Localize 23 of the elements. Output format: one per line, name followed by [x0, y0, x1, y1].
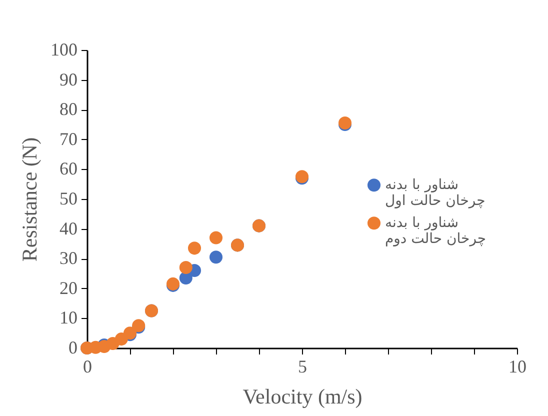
- y-tick-label: 30: [60, 248, 78, 268]
- point: [114, 332, 128, 346]
- y-tick-label: 60: [60, 158, 78, 179]
- y-tick-label: 70: [60, 128, 78, 149]
- x-axis-title: Velocity (m/s): [242, 384, 362, 408]
- y-tick-label: 80: [60, 99, 78, 120]
- point: [188, 242, 202, 255]
- y-tick-label: 10: [60, 308, 78, 328]
- point: [209, 231, 223, 244]
- point: [209, 250, 223, 264]
- point: [179, 261, 192, 274]
- y-axis-title: Resistance (N): [18, 137, 42, 262]
- x-tick-label: 5: [298, 356, 307, 376]
- y-tick-label: 40: [60, 218, 78, 238]
- legend-label: شناور با بدنه چرخان حالت دوم: [385, 215, 486, 248]
- y-tick-label: 20: [60, 278, 78, 298]
- y-tick-label: 50: [60, 188, 78, 208]
- y-tick-label: 100: [50, 40, 78, 60]
- x-tick-label: 10: [508, 356, 526, 376]
- x-tick-label: 0: [83, 356, 92, 376]
- legend-label: شناور با بدنه چرخان حالت اول: [385, 177, 486, 210]
- y-tick-label: 90: [60, 69, 78, 90]
- y-tick-label: 0: [68, 338, 78, 358]
